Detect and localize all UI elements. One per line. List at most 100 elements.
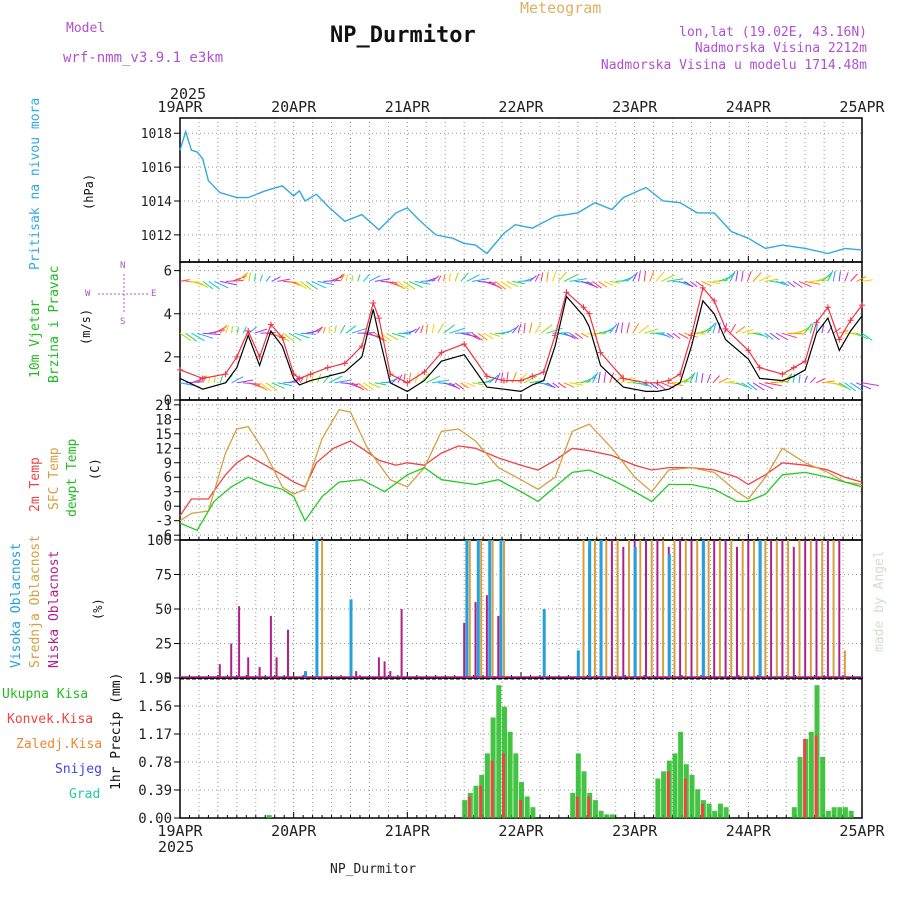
wind-vector bbox=[540, 272, 544, 282]
wind-gust-marker bbox=[597, 349, 604, 356]
wind-gust-marker bbox=[699, 284, 706, 291]
wind-vector bbox=[386, 378, 396, 384]
wind-vector bbox=[219, 324, 228, 334]
cloud-bar bbox=[247, 657, 250, 678]
wind-vector bbox=[844, 272, 849, 282]
cloud-bar bbox=[605, 540, 608, 678]
cloud-bar bbox=[747, 540, 750, 678]
wind-vector bbox=[781, 332, 798, 339]
wind-vector bbox=[741, 329, 754, 334]
legend-grad: Grad bbox=[69, 787, 101, 802]
wind-vector bbox=[844, 382, 857, 392]
wind-vector bbox=[185, 332, 197, 342]
wind-vector bbox=[626, 322, 630, 334]
precip-bar bbox=[717, 803, 723, 818]
wind-vector bbox=[236, 326, 239, 334]
precip-bar bbox=[496, 685, 502, 818]
cloud-bar bbox=[616, 540, 619, 678]
wind-vector bbox=[196, 375, 206, 384]
wind-vector bbox=[850, 382, 863, 392]
wind-vector bbox=[775, 280, 786, 286]
date-label-bottom: 22APR bbox=[498, 822, 544, 840]
y-tick-label: 25 bbox=[155, 637, 172, 653]
wind-gust-marker bbox=[199, 375, 206, 382]
cloud-bar bbox=[804, 540, 807, 678]
precip-bar bbox=[803, 739, 807, 818]
date-label-top: 23APR bbox=[612, 98, 658, 116]
wind-vector bbox=[833, 382, 847, 389]
model-elevation-label: Nadmorska Visina u modelu 1714.48m bbox=[600, 58, 867, 73]
wind-vector bbox=[368, 275, 381, 282]
wind-vector bbox=[437, 323, 444, 334]
precip-bar bbox=[655, 778, 661, 818]
y-tick-label: 12 bbox=[155, 441, 172, 457]
y-tick-label: 1014 bbox=[141, 195, 172, 210]
cloud-bar bbox=[230, 643, 233, 678]
wind-vector bbox=[208, 280, 221, 290]
wind-vector bbox=[489, 332, 501, 337]
wind-vector bbox=[472, 332, 483, 341]
wind-gust-marker bbox=[802, 358, 809, 365]
temp-line-2 bbox=[179, 466, 863, 532]
precip-bar bbox=[848, 810, 854, 818]
precip-bar bbox=[695, 789, 701, 818]
precip-bar bbox=[609, 814, 615, 818]
cloud-bar bbox=[218, 664, 221, 678]
wind-vector bbox=[363, 382, 374, 391]
wind-gust-marker bbox=[580, 304, 587, 311]
precip-bar bbox=[592, 800, 598, 818]
cloud-bar bbox=[400, 609, 403, 678]
precip-bar bbox=[507, 731, 513, 818]
wind-vector bbox=[689, 281, 698, 288]
y-tick-label: 21 bbox=[155, 398, 172, 414]
wind-vector bbox=[454, 382, 464, 390]
wind-vector bbox=[598, 329, 613, 334]
pressure-line bbox=[179, 129, 863, 255]
wind-vector bbox=[317, 280, 335, 286]
wind-vector bbox=[833, 327, 841, 334]
wind-vector bbox=[179, 279, 190, 282]
wind-vector bbox=[259, 274, 263, 282]
wind-vector bbox=[856, 276, 867, 282]
wind-vector bbox=[621, 376, 634, 384]
y-tick-label: 0 bbox=[164, 393, 172, 409]
wind-vector bbox=[420, 372, 430, 384]
cloud-bar bbox=[468, 540, 471, 678]
wind-vector bbox=[317, 326, 324, 334]
cloud-bar bbox=[576, 650, 580, 678]
wind-vector bbox=[764, 278, 779, 282]
cloud-bar bbox=[610, 540, 613, 678]
wind-vector bbox=[443, 274, 446, 282]
precip-bar bbox=[479, 785, 483, 818]
wind-vector bbox=[821, 272, 833, 282]
wind-vector bbox=[305, 375, 308, 383]
meteogram-label: Meteogram bbox=[520, 0, 602, 17]
precip-bar bbox=[797, 757, 803, 818]
date-label-top: 20APR bbox=[271, 98, 317, 116]
cloud-bar bbox=[758, 540, 762, 678]
cloud-bar bbox=[838, 540, 841, 678]
wind-vector bbox=[214, 280, 229, 289]
cloud-bar bbox=[582, 540, 585, 678]
wind-vector bbox=[443, 324, 455, 334]
precip-bar bbox=[723, 807, 729, 818]
wind-vector bbox=[838, 271, 841, 282]
y-tick-label: 75 bbox=[155, 568, 172, 584]
wind-vector bbox=[552, 382, 560, 389]
wind-vector bbox=[712, 375, 720, 384]
wind-vector bbox=[804, 280, 821, 285]
cloud-bar bbox=[321, 540, 324, 678]
wind-gust-line bbox=[179, 286, 863, 384]
cloud-bar bbox=[684, 540, 687, 678]
wind-vector bbox=[254, 273, 256, 282]
wind-vector bbox=[213, 376, 216, 383]
wind-vector bbox=[179, 332, 192, 342]
compass-north: N bbox=[120, 261, 126, 271]
cloud-bar bbox=[775, 540, 778, 678]
wind-vector bbox=[466, 332, 481, 340]
cloud-bar bbox=[707, 540, 710, 678]
wind-vector bbox=[523, 375, 538, 384]
wind-vector bbox=[472, 278, 490, 282]
y-tick-label: -6 bbox=[155, 528, 172, 544]
cloud-bar bbox=[628, 540, 630, 678]
